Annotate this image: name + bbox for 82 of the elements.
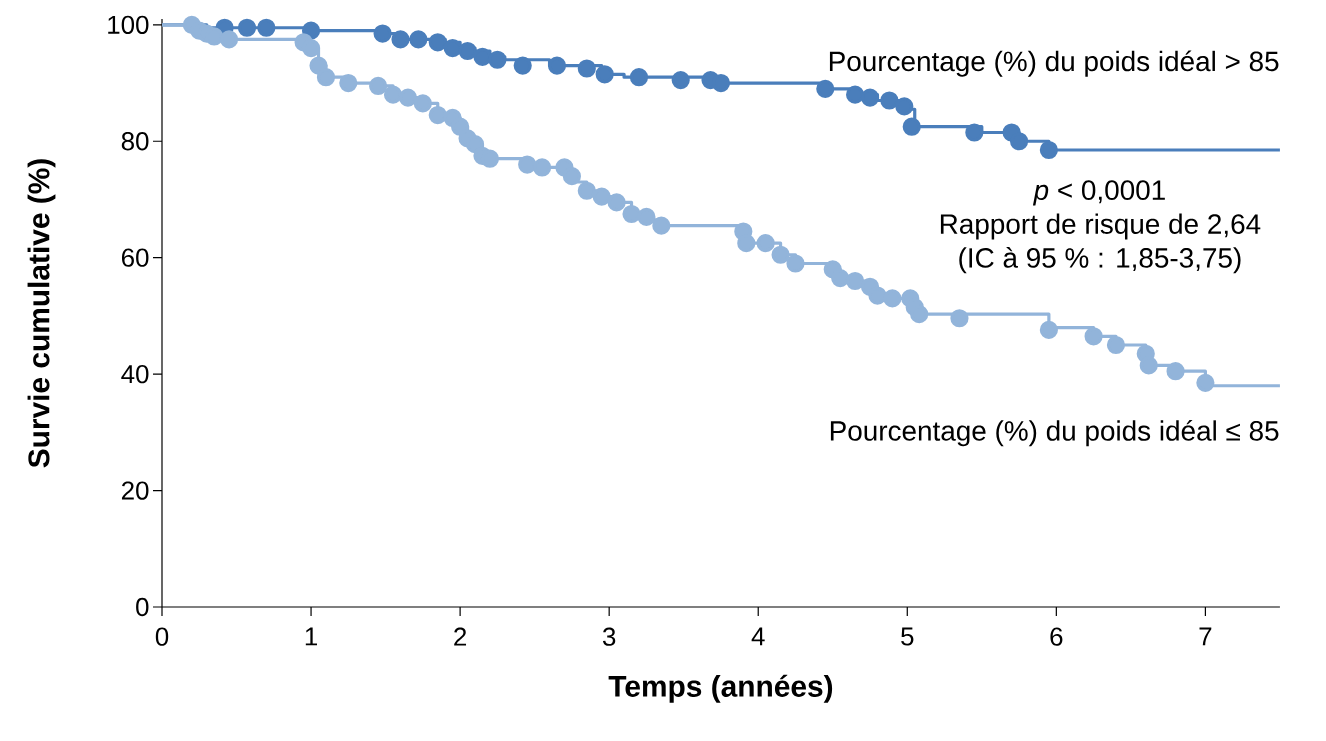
point bbox=[607, 193, 626, 212]
y-tick-label: 80 bbox=[121, 132, 149, 151]
point bbox=[846, 85, 865, 104]
point bbox=[480, 149, 500, 168]
point bbox=[513, 56, 532, 75]
point bbox=[880, 91, 899, 110]
y-axis-title: Survie cumulative (%) bbox=[27, 159, 56, 468]
point bbox=[409, 30, 428, 49]
point bbox=[1106, 335, 1126, 355]
point bbox=[595, 65, 614, 84]
point bbox=[547, 56, 567, 75]
point bbox=[637, 207, 656, 227]
point bbox=[1039, 140, 1058, 160]
point bbox=[205, 27, 224, 46]
annotation: Rapport de risque de 2,64 bbox=[940, 213, 1261, 240]
point bbox=[860, 88, 880, 107]
x-tick-label: 5 bbox=[901, 627, 914, 646]
point bbox=[532, 158, 552, 177]
point bbox=[562, 167, 581, 186]
point bbox=[237, 18, 257, 37]
point bbox=[369, 76, 388, 96]
point bbox=[443, 39, 462, 58]
y-tick-label: 0 bbox=[136, 597, 149, 617]
y-tick-label: 100 bbox=[108, 15, 149, 34]
point bbox=[257, 18, 276, 37]
point bbox=[592, 187, 611, 206]
point bbox=[458, 41, 477, 61]
point bbox=[413, 94, 432, 113]
point bbox=[816, 79, 835, 98]
point bbox=[301, 39, 321, 58]
y-tick-label: 60 bbox=[121, 248, 149, 267]
annotation: (IC à 95 % : 1,85-3,75) bbox=[959, 247, 1241, 274]
point bbox=[488, 50, 507, 69]
point bbox=[711, 73, 731, 93]
point bbox=[895, 97, 914, 116]
point bbox=[391, 30, 410, 49]
point bbox=[902, 117, 921, 136]
point bbox=[316, 68, 336, 87]
point bbox=[1166, 362, 1185, 381]
series-label: Pourcentage (%) du poids idéal ≤ 85 bbox=[830, 419, 1279, 447]
x-tick-label: 6 bbox=[1050, 627, 1063, 646]
point bbox=[950, 309, 969, 328]
point bbox=[383, 85, 403, 104]
x-tick-label: 3 bbox=[602, 627, 616, 646]
point bbox=[737, 234, 756, 253]
x-tick-label: 1 bbox=[305, 627, 317, 646]
point bbox=[219, 30, 239, 49]
x-tick-label: 0 bbox=[155, 627, 169, 646]
x-tick-label: 4 bbox=[751, 627, 765, 646]
point bbox=[1084, 327, 1103, 346]
point bbox=[398, 88, 418, 107]
x-tick-label: 7 bbox=[1199, 627, 1212, 646]
point bbox=[883, 289, 902, 308]
point bbox=[910, 305, 929, 324]
point bbox=[868, 286, 887, 305]
point bbox=[1009, 132, 1029, 151]
point bbox=[629, 68, 649, 87]
y-tick-label: 20 bbox=[121, 481, 149, 500]
point bbox=[518, 155, 537, 174]
point bbox=[786, 254, 805, 273]
point bbox=[652, 216, 671, 235]
point bbox=[373, 24, 392, 43]
series-label: Pourcentage (%) du poids idéal > 85 bbox=[829, 50, 1279, 77]
point bbox=[671, 71, 690, 90]
point bbox=[965, 123, 984, 142]
point bbox=[339, 73, 358, 93]
point bbox=[1196, 373, 1215, 392]
annotation: p < 0,0001 bbox=[1032, 180, 1165, 206]
point bbox=[1139, 356, 1158, 375]
point bbox=[577, 59, 596, 78]
point bbox=[428, 33, 447, 52]
point bbox=[577, 181, 596, 200]
point bbox=[756, 234, 775, 253]
point bbox=[846, 271, 865, 291]
point bbox=[622, 204, 641, 224]
y-tick-label: 40 bbox=[121, 364, 149, 384]
point bbox=[771, 245, 790, 264]
point bbox=[428, 105, 447, 125]
point bbox=[831, 268, 850, 288]
point bbox=[1039, 320, 1058, 339]
x-tick-label: 2 bbox=[454, 627, 467, 646]
x-axis-title: Temps (années) bbox=[608, 674, 833, 703]
